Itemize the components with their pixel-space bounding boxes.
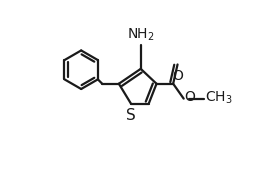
Text: S: S	[126, 108, 136, 123]
Text: NH$_2$: NH$_2$	[127, 27, 155, 43]
Text: O: O	[172, 69, 183, 83]
Text: O: O	[185, 90, 195, 104]
Text: CH$_3$: CH$_3$	[205, 90, 232, 106]
